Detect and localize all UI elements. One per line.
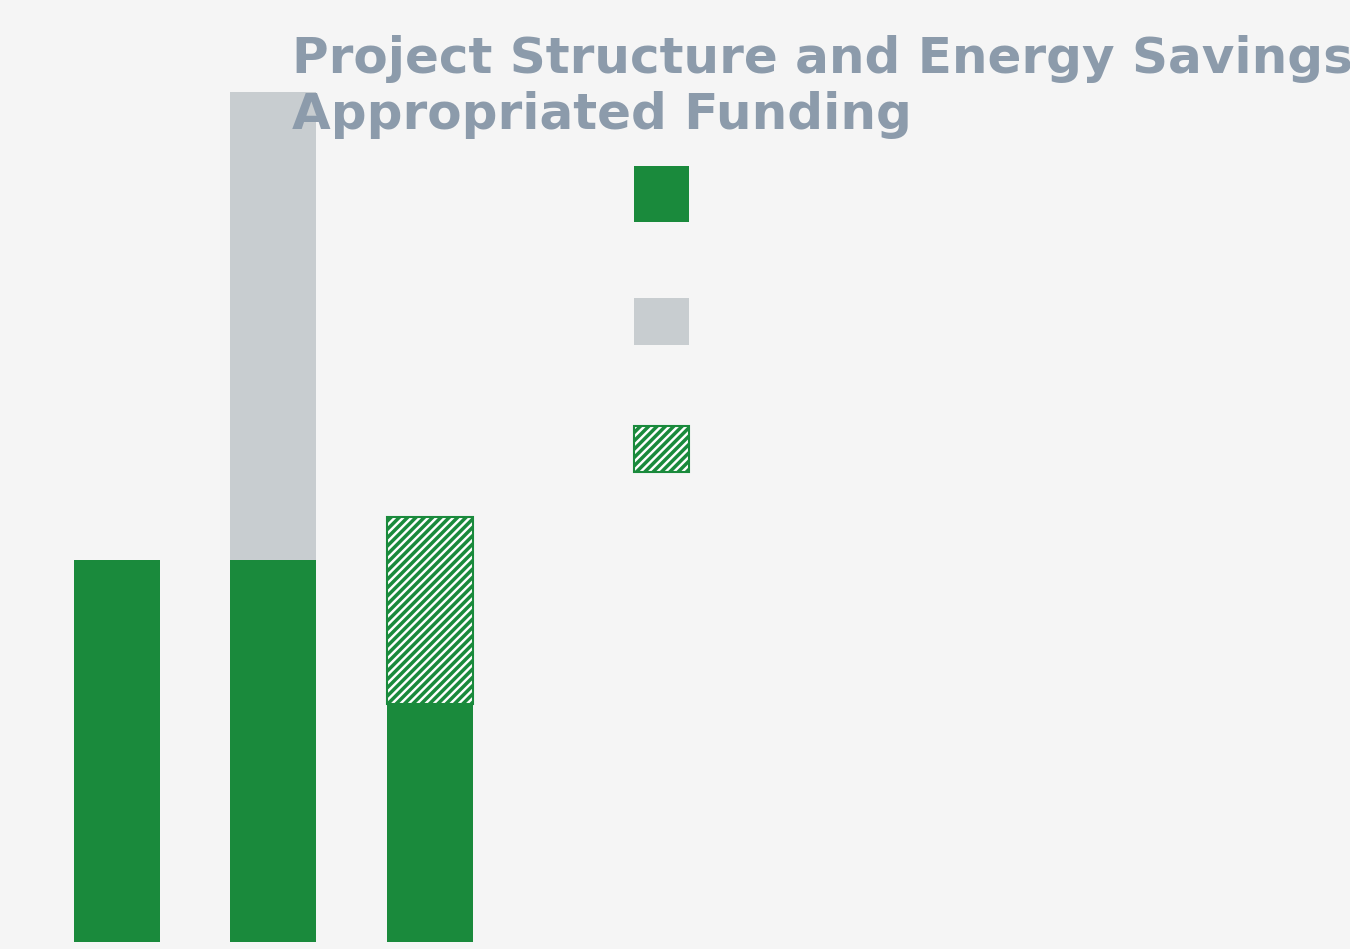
- Bar: [633, 166, 688, 222]
- Bar: [231, 92, 316, 560]
- Bar: [73, 560, 159, 942]
- Bar: [387, 517, 472, 704]
- Bar: [231, 560, 316, 942]
- Bar: [633, 425, 688, 473]
- Bar: [633, 298, 688, 344]
- Bar: [387, 704, 472, 942]
- Text: Project Structure and Energy Savings with
Appropriated Funding: Project Structure and Energy Savings wit…: [292, 35, 1350, 139]
